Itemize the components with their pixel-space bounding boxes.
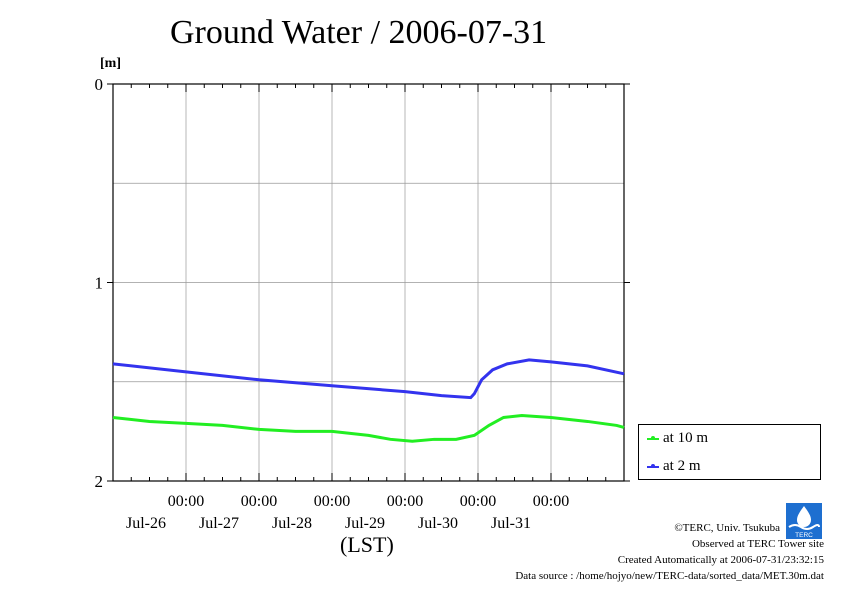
grid-lines (113, 84, 624, 481)
series-group (112, 358, 625, 443)
legend: at 10 m at 2 m (638, 424, 821, 480)
legend-label-2m: at 2 m (663, 458, 701, 474)
x-axis: 00:00Jul-2600:00Jul-2700:00Jul-2800:00Ju… (112, 84, 625, 532)
x-tick-date-label: Jul-26 (126, 515, 166, 532)
created-text: Created Automatically at 2006-07-31/23:3… (617, 554, 824, 566)
legend-swatch-10m (647, 435, 659, 440)
x-tick-date-label: Jul-30 (418, 515, 458, 532)
x-tick-date-label: Jul-28 (272, 515, 312, 532)
x-tick-time-label: 00:00 (168, 493, 204, 510)
x-tick-time-label: 00:00 (533, 493, 569, 510)
series-line (112, 413, 625, 443)
x-tick-date-label: Jul-27 (199, 515, 239, 532)
logo-text: TERC (795, 532, 813, 539)
x-tick-time-label: 00:00 (387, 493, 423, 510)
y-axis: 0 1 2 (95, 75, 630, 491)
y-tick-label: 2 (95, 472, 104, 491)
x-tick-time-label: 00:00 (314, 493, 350, 510)
legend-label-10m: at 10 m (663, 430, 708, 446)
source-text: Data source : /home/hojyo/new/TERC-data/… (515, 570, 824, 582)
terc-logo-icon: TERC (786, 503, 822, 539)
legend-item-10m: at 10 m (647, 430, 708, 447)
site-text: Observed at TERC Tower site (691, 538, 824, 550)
legend-item-2m: at 2 m (647, 458, 701, 475)
y-tick-label: 1 (95, 274, 104, 293)
series-line (112, 358, 625, 400)
y-tick-label: 0 (95, 75, 104, 94)
x-tick-date-label: Jul-29 (345, 515, 385, 532)
x-tick-time-label: 00:00 (460, 493, 496, 510)
x-tick-date-label: Jul-31 (491, 515, 531, 532)
chart-title: Ground Water / 2006-07-31 (170, 14, 548, 51)
legend-swatch-2m (647, 463, 659, 468)
x-axis-caption: (LST) (340, 532, 394, 557)
x-tick-time-label: 00:00 (241, 493, 277, 510)
credits: ©TERC, Univ. Tsukuba Observed at TERC To… (515, 520, 824, 584)
y-axis-unit: [m] (100, 56, 121, 71)
copyright-text: ©TERC, Univ. Tsukuba (674, 522, 780, 534)
